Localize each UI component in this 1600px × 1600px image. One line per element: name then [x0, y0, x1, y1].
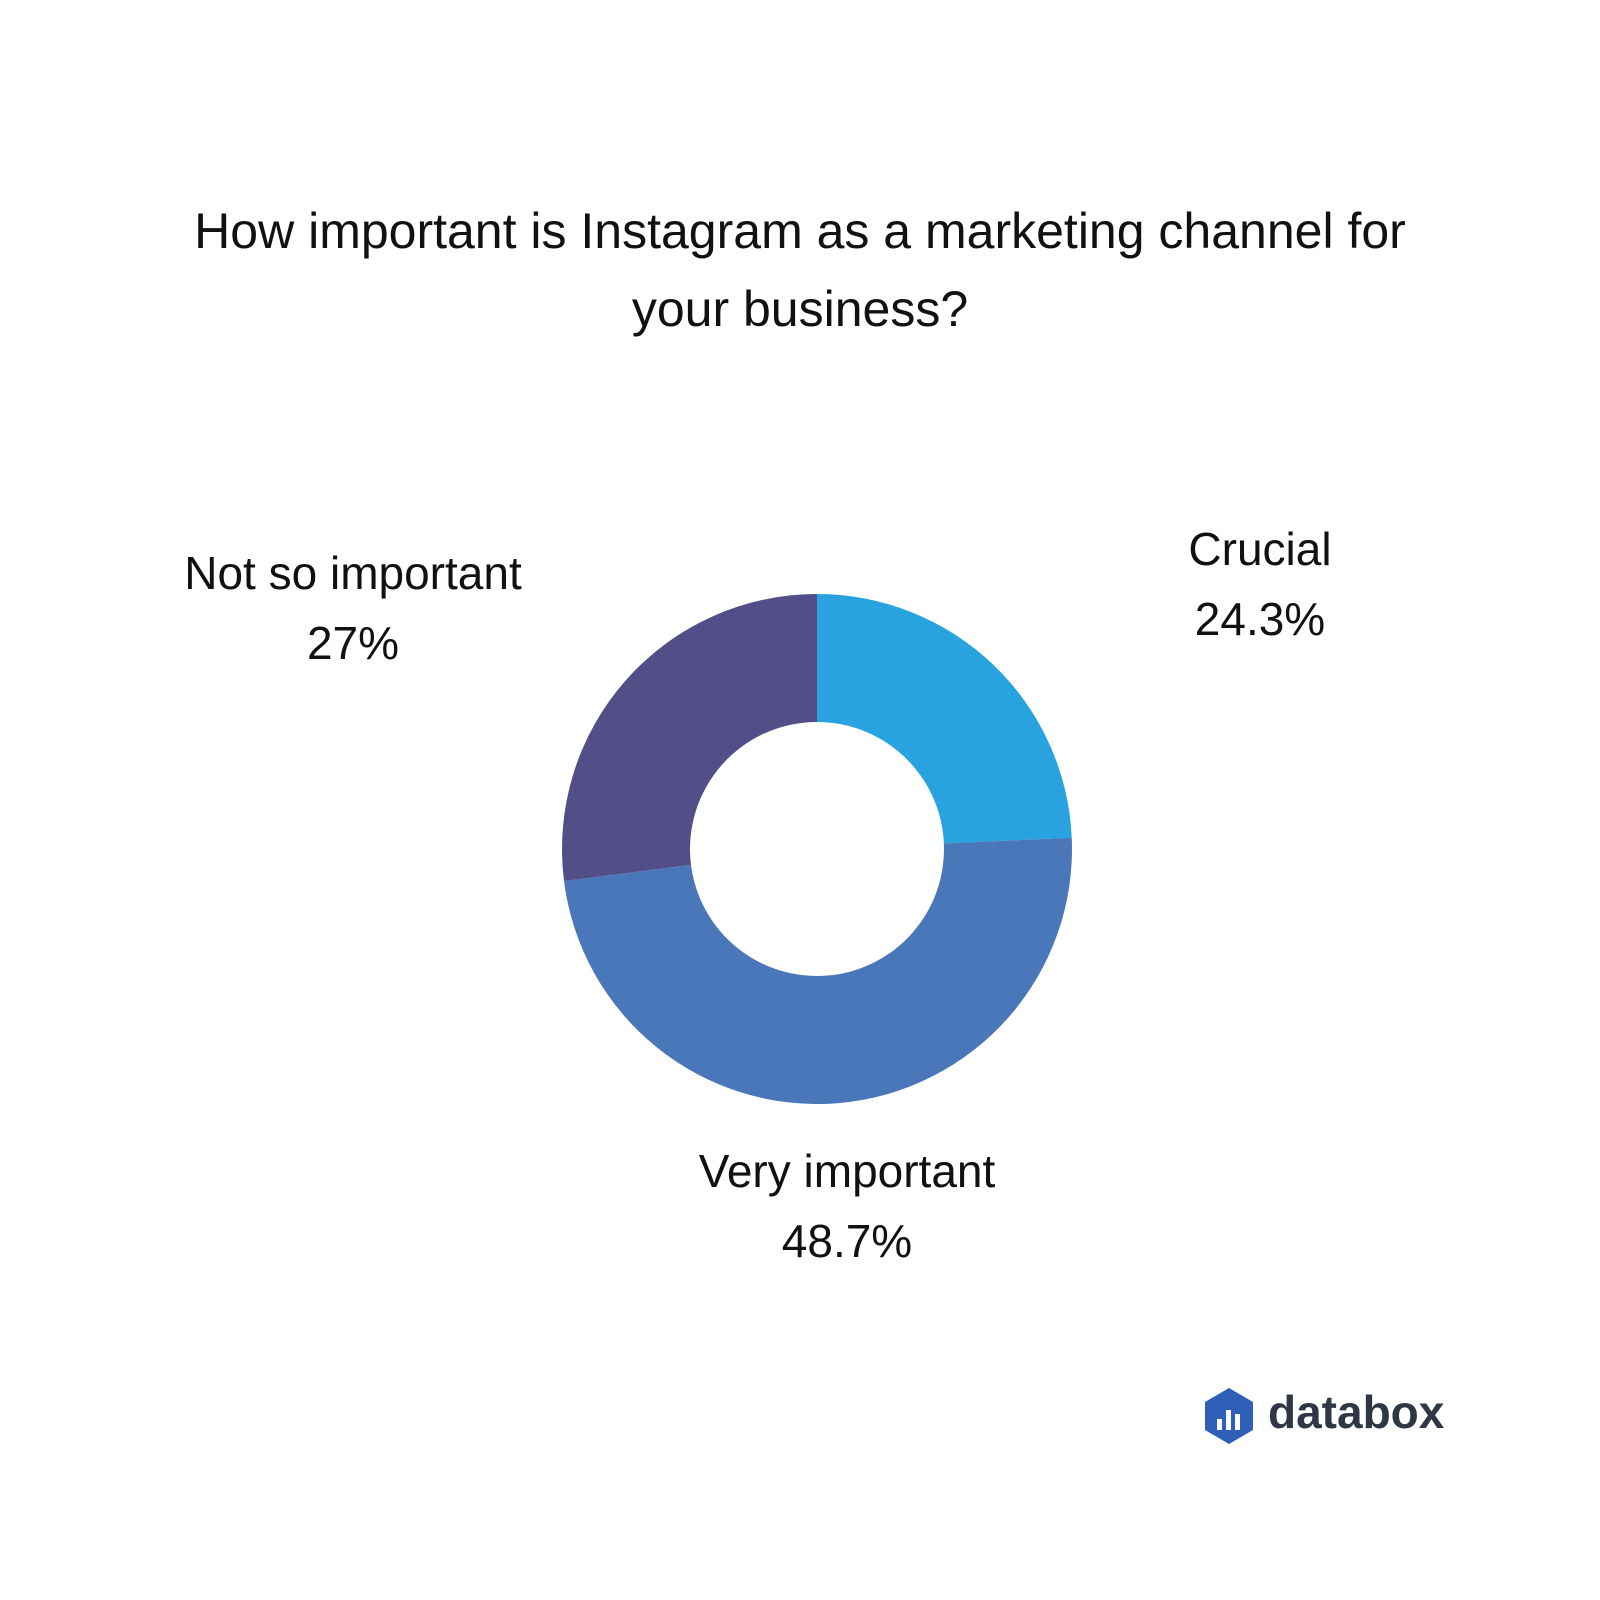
slice-value-label: 48.7% — [782, 1215, 912, 1267]
slice-category-label: Not so important — [184, 547, 522, 599]
slice-category-label: Crucial — [1188, 523, 1331, 575]
logo-bar — [1226, 1410, 1231, 1430]
chart-title: How important is Instagram as a marketin… — [194, 203, 1406, 337]
donut-slice — [562, 594, 817, 881]
logo-bar — [1217, 1419, 1222, 1430]
logo-icon — [1205, 1388, 1253, 1444]
logo-bar — [1235, 1414, 1240, 1430]
slice-category-label: Very important — [699, 1145, 996, 1197]
slice-value-label: 27% — [307, 617, 399, 669]
brand-name: databox — [1268, 1386, 1445, 1438]
donut-slice — [564, 837, 1072, 1105]
slice-value-label: 24.3% — [1195, 593, 1325, 645]
donut-slice — [817, 594, 1072, 844]
